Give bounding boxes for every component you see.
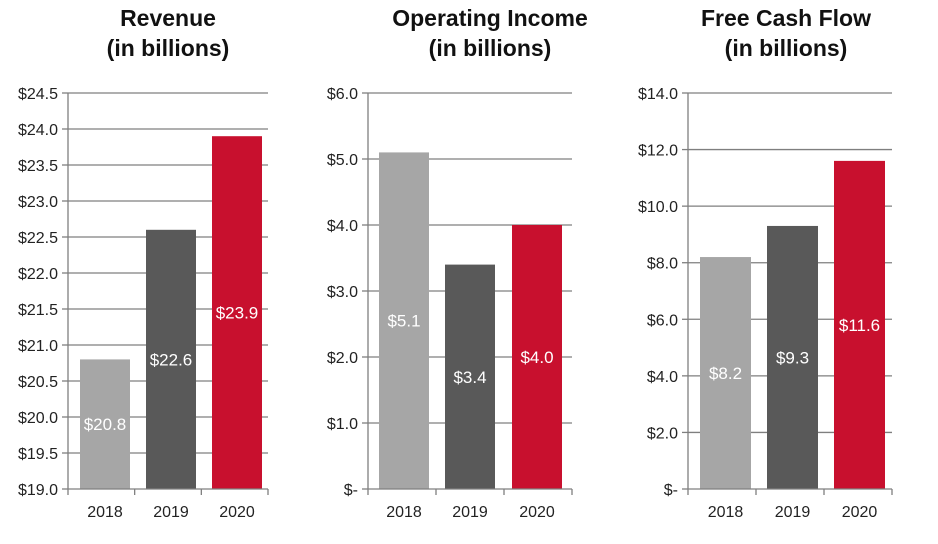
- chart2-y-tick-label: $3.0: [327, 284, 358, 301]
- chart1-y-tick-label: $21.0: [18, 338, 58, 355]
- chart1-data-label-2019: $22.6: [150, 350, 193, 369]
- chart3-y-tick-label: $10.0: [638, 199, 678, 216]
- chart1-bar-2020: [212, 136, 262, 489]
- chart2-title-line-2: (in billions): [429, 35, 552, 61]
- chart3-title-line-1: Free Cash Flow: [701, 5, 871, 31]
- chart1-y-tick-label: $23.5: [18, 158, 58, 175]
- chart3-y-tick-label: $2.0: [647, 425, 678, 442]
- chart1-title-line-1: Revenue: [120, 5, 216, 31]
- chart1-x-label-2019: 2019: [153, 504, 189, 521]
- chart2-data-label-2019: $3.4: [453, 368, 486, 387]
- chart3-x-label-2020: 2020: [842, 504, 878, 521]
- chart1-y-tick-label: $19.5: [18, 446, 58, 463]
- chart1-y-tick-label: $19.0: [18, 482, 58, 499]
- chart3-x-label-2019: 2019: [775, 504, 811, 521]
- chart2-y-tick-label: $5.0: [327, 152, 358, 169]
- chart3-bar-2020: [834, 160, 885, 489]
- chart2-data-label-2020: $4.0: [520, 348, 553, 367]
- chart3-bar-2018: [700, 257, 751, 489]
- chart1-data-label-2020: $23.9: [216, 304, 259, 323]
- chart2-group: Operating Income (in billions) $- $1.0 $2.0 $…: [327, 5, 588, 521]
- chart2-bar-2019: [445, 264, 495, 489]
- chart3-bar-2019: [767, 225, 818, 489]
- chart2-y-tick-label: $4.0: [327, 218, 358, 235]
- chart3-y-tick-label: $4.0: [647, 369, 678, 386]
- chart3-y-tick-label: $12.0: [638, 143, 678, 160]
- chart2-bar-2018: [379, 152, 429, 489]
- chart2-x-label-2020: 2020: [519, 504, 555, 521]
- chart2-y-tick-label: $6.0: [327, 86, 358, 103]
- chart1-data-label-2018: $20.8: [84, 415, 127, 434]
- chart1-y-tick-label: $20.0: [18, 410, 58, 427]
- chart1-y-tick-label: $24.0: [18, 122, 58, 139]
- chart2-data-label-2018: $5.1: [387, 312, 420, 331]
- chart3-y-tick-label: $6.0: [647, 312, 678, 329]
- chart2-bar-2020: [512, 225, 562, 489]
- chart3-group: Free Cash Flow (in billions) $- $2.0 $4.0 $6.…: [638, 5, 893, 521]
- chart2-y-tick-label: $1.0: [327, 416, 358, 433]
- chart3-y-tick-label: $8.0: [647, 256, 678, 273]
- chart1-y-tick-label: $20.5: [18, 374, 58, 391]
- chart3-y-tick-label: $-: [664, 482, 678, 499]
- chart3-title-line-2: (in billions): [725, 35, 848, 61]
- chart2-y-tick-label: $2.0: [327, 350, 358, 367]
- chart3-x-label-2018: 2018: [708, 504, 744, 521]
- chart2-title-line-1: Operating Income: [392, 5, 588, 31]
- chart2-x-label-2018: 2018: [386, 504, 422, 521]
- chart1-bar-2018: [80, 359, 130, 489]
- chart1-y-tick-label: $21.5: [18, 302, 58, 319]
- chart1-y-tick-label: $22.5: [18, 230, 58, 247]
- chart1-group: Revenue (in billions) $19.0 $19.5 $20.0 $20.5…: [18, 5, 269, 521]
- chart3-data-label-2018: $8.2: [709, 364, 742, 383]
- chart1-x-label-2018: 2018: [87, 504, 123, 521]
- chart1-x-label-2020: 2020: [219, 504, 255, 521]
- chart1-y-tick-label: $24.5: [18, 86, 58, 103]
- chart2-y-tick-label: $-: [344, 482, 358, 499]
- chart1-y-tick-label: $23.0: [18, 194, 58, 211]
- chart1-y-tick-label: $22.0: [18, 266, 58, 283]
- chart1-title-line-2: (in billions): [107, 35, 230, 61]
- chart3-data-label-2019: $9.3: [776, 348, 809, 367]
- chart1-bar-2019: [146, 229, 196, 490]
- chart3-data-label-2020: $11.6: [839, 316, 880, 335]
- chart3-y-tick-label: $14.0: [638, 86, 678, 103]
- chart2-x-label-2019: 2019: [452, 504, 488, 521]
